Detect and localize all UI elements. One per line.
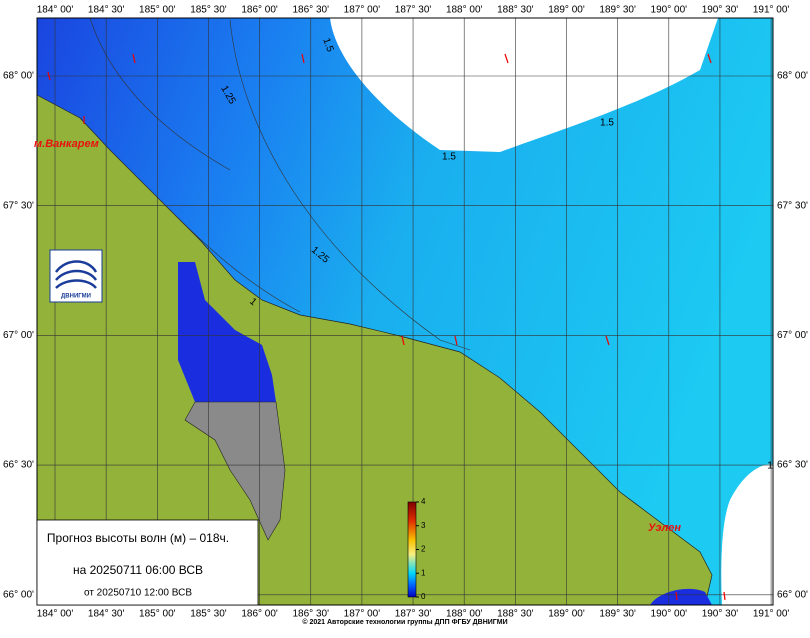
colorbar-label: 3 [421,521,426,530]
place-label: м.Ванкарем [34,138,99,150]
legend-box [36,519,259,606]
colorbar-label: 0 [421,592,426,601]
lat-label-left: 66° 00' [3,589,34,600]
contour-label: 1 [247,296,259,308]
contour [89,17,231,171]
contour-label: 1.5 [320,37,335,54]
lon-label-top: 184° 00' [37,5,74,16]
lon-label-top: 188° 30' [497,5,534,16]
lon-label-top: 191° 00' [753,5,790,16]
arrow [401,335,405,346]
arrow [605,335,610,346]
lon-label-top: 186° 00' [241,5,278,16]
arrow [301,53,305,64]
lon-label-top: 187° 00' [344,5,381,16]
lat-label-right: 66° 00' [777,589,808,600]
lon-label-bottom: 188° 00' [446,609,483,620]
lon-label-bottom: 190° 00' [651,609,688,620]
lon-label-top: 184° 30' [88,5,125,16]
colorbar [407,501,417,598]
lat-label-right: 68° 00' [777,71,808,82]
logo-text: ДВНИГМИ [61,294,91,300]
lon-label-top: 185° 00' [139,5,176,16]
legend-issued: от 20250710 12:00 ВСВ [84,588,192,599]
lon-label-bottom: 184° 00' [37,609,74,620]
colorbar-label: 1 [421,568,426,577]
contour-label: 1.5 [600,118,614,129]
lat-label-left: 67° 00' [3,330,34,341]
arrow [454,335,458,346]
lagoon [178,262,276,402]
deep-sea [650,588,712,605]
lon-label-bottom: 189° 30' [599,609,636,620]
lon-label-top: 185° 30' [190,5,227,16]
logo: ДВНИГМИ [49,249,103,303]
lon-label-bottom: 185° 00' [139,609,176,620]
arrow [504,53,509,64]
lon-label-bottom: 188° 30' [497,609,534,620]
arrow [707,53,712,64]
ice [721,464,773,605]
lat-label-right: 67° 00' [777,330,808,341]
lat-label-left: 68° 00' [3,71,34,82]
contour-label: 1 [767,461,773,472]
place-label: Уэлен [648,522,681,534]
lat-label-right: 66° 30' [777,460,808,471]
arrow [723,591,726,601]
arrow [675,591,678,601]
lon-label-bottom: 187° 30' [395,609,432,620]
lon-label-bottom: 186° 00' [241,609,278,620]
lon-label-top: 189° 30' [599,5,636,16]
lon-label-bottom: 185° 30' [190,609,227,620]
logo-waves [54,260,98,289]
ice [330,18,718,152]
lon-label-top: 190° 00' [651,5,688,16]
arrow [47,71,51,81]
map-frame [36,17,774,606]
wave-arrows [47,53,726,601]
lon-label-top: 189° 00' [548,5,585,16]
colorbar-label: 2 [421,545,426,554]
graticule [37,18,773,605]
lon-label-bottom: 190° 30' [702,609,739,620]
lat-label-right: 67° 30' [777,200,808,211]
lon-label-top: 186° 30' [293,5,330,16]
lon-label-top: 188° 00' [446,5,483,16]
lon-label-bottom: 189° 00' [548,609,585,620]
lon-label-bottom: 186° 30' [293,609,330,620]
arrow [132,53,136,64]
contour-label: 1.5 [442,152,456,163]
lon-label-bottom: 191° 00' [753,609,790,620]
contour [159,199,301,313]
lon-label-bottom: 187° 00' [344,609,381,620]
legend-title: Прогноз высоты волн (м) – 018ч. [47,531,229,545]
lon-label-top: 190° 30' [702,5,739,16]
lon-label-bottom: 184° 30' [88,609,125,620]
colorbar-label: 4 [421,497,426,506]
footer: © 2021 Авторские технологии группы ДПП Ф… [302,618,507,626]
lon-label-top: 187° 30' [395,5,432,16]
lagoon-land [184,401,286,541]
lat-label-left: 67° 30' [3,200,34,211]
lat-label-left: 66° 30' [3,460,34,471]
contour [229,19,471,351]
legend-valid: на 20250711 06:00 ВСВ [73,563,203,577]
